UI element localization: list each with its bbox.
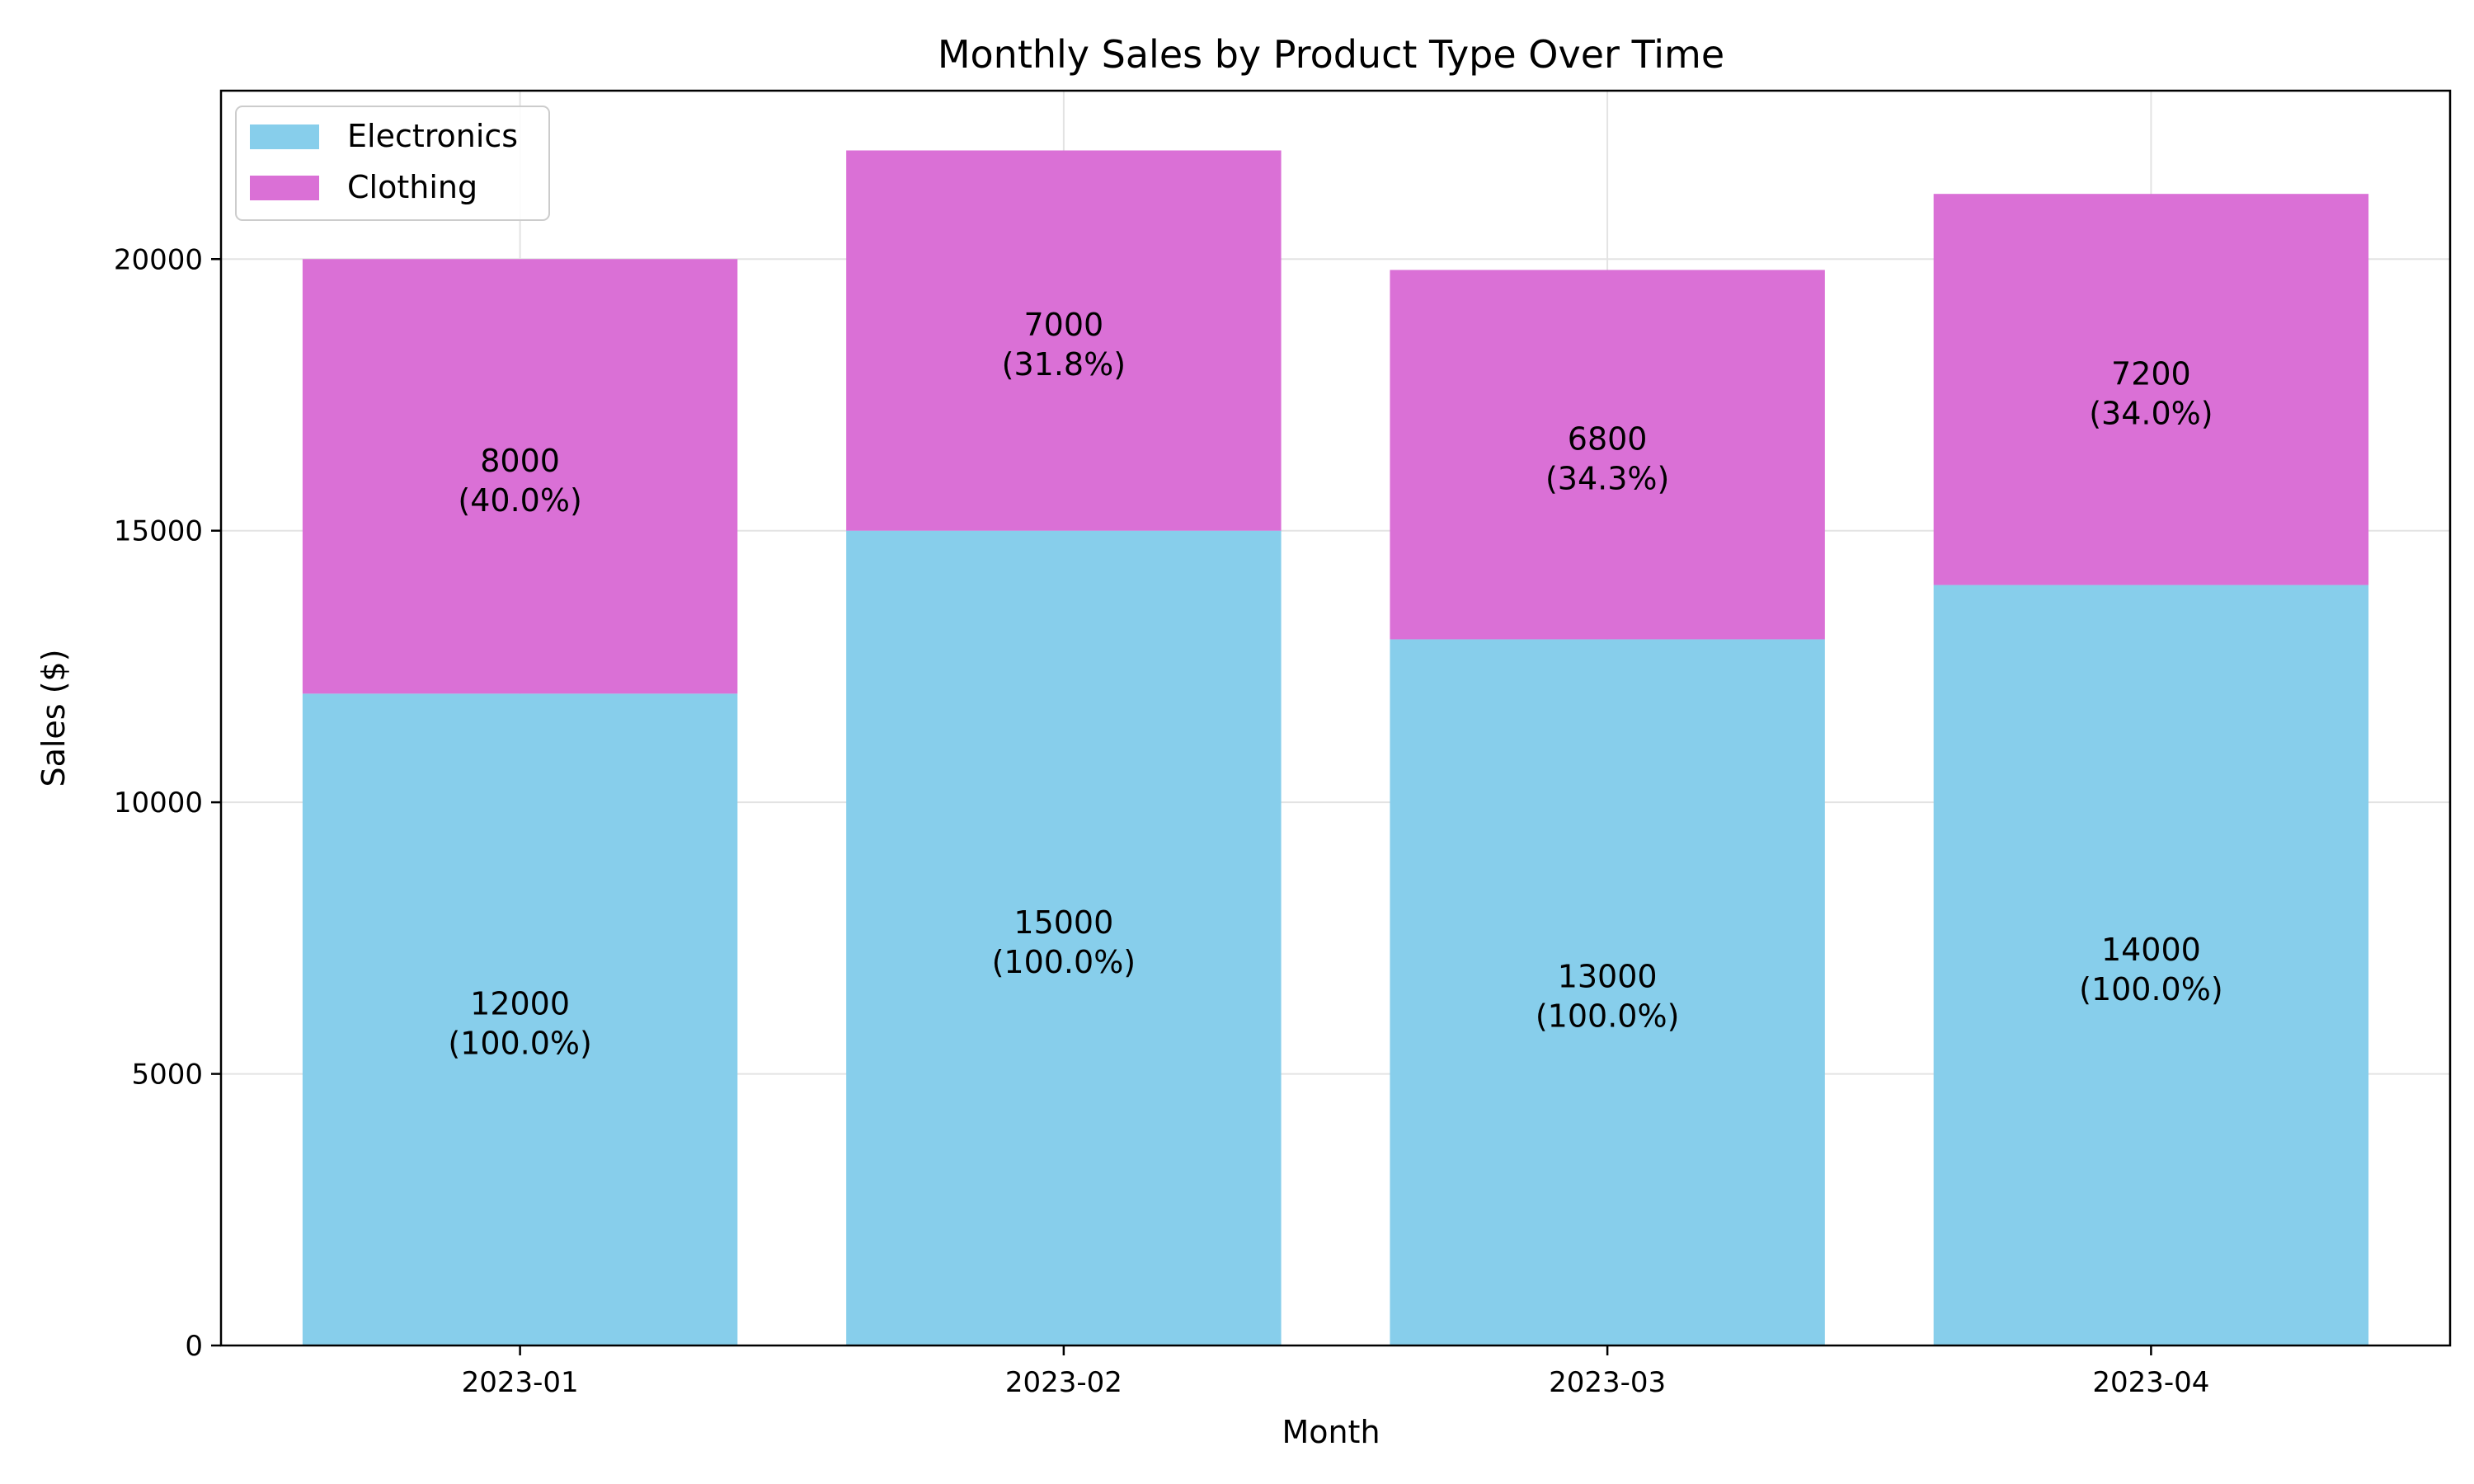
bar-value-label: 8000	[480, 443, 560, 479]
bar-percent-label: (100.0%)	[2079, 971, 2223, 1007]
y-tick-label: 20000	[114, 243, 203, 276]
legend-swatch-clothing	[250, 176, 319, 200]
x-tick-label: 2023-02	[1005, 1366, 1122, 1399]
y-tick-label: 0	[185, 1330, 203, 1363]
bar-percent-label: (34.3%)	[1545, 460, 1669, 496]
x-tick-label: 2023-03	[1549, 1366, 1666, 1399]
x-axis-ticks: 2023-01 2023-02 2023-03 2023-04	[462, 1345, 2209, 1399]
bar-labels: 12000(100.0%)15000(100.0%) 13000(100.0%)1…	[448, 307, 2222, 1062]
chart-title: Monthly Sales by Product Type Over Time	[938, 32, 1724, 77]
x-axis-title: Month	[1282, 1414, 1380, 1450]
bar-percent-label: (100.0%)	[1536, 998, 1680, 1035]
bar-percent-label: (40.0%)	[458, 482, 581, 519]
bar-electronics-2023-01	[302, 693, 738, 1345]
bar-electronics-2023-04	[1933, 585, 2369, 1345]
legend-label-clothing: Clothing	[347, 169, 477, 205]
bar-value-label: 14000	[2101, 932, 2201, 968]
legend: Electronics Clothing	[235, 106, 550, 221]
legend-label-electronics: Electronics	[347, 118, 518, 154]
y-tick-label: 10000	[114, 787, 203, 819]
plot-frame	[219, 89, 2452, 1347]
bar-clothing-2023-02	[846, 150, 1282, 531]
x-tick-label: 2023-04	[2092, 1366, 2209, 1399]
bar-value-label: 12000	[470, 986, 570, 1022]
bar-value-label: 7200	[2111, 355, 2191, 392]
x-tick-label: 2023-01	[462, 1366, 579, 1399]
legend-swatch-electronics	[250, 124, 319, 149]
bar-value-label: 6800	[1568, 420, 1648, 457]
bar-electronics-2023-03	[1390, 639, 1825, 1345]
bar-value-label: 15000	[1014, 904, 1113, 941]
y-axis-title: Sales ($)	[35, 649, 72, 787]
y-tick-label: 15000	[114, 515, 203, 548]
y-axis-ticks: 0 5000 10000 15000 20000	[114, 243, 221, 1363]
y-tick-label: 5000	[131, 1059, 203, 1092]
bar-electronics-2023-02	[846, 530, 1282, 1345]
bar-value-label: 7000	[1024, 307, 1104, 343]
bar-clothing-2023-03	[1390, 270, 1825, 640]
bar-percent-label: (100.0%)	[448, 1026, 592, 1062]
bar-percent-label: (34.0%)	[2089, 395, 2213, 431]
bar-percent-label: (100.0%)	[992, 944, 1136, 980]
bars	[302, 150, 2369, 1345]
bar-value-label: 13000	[1558, 959, 1658, 995]
bar-percent-label: (31.8%)	[1002, 346, 1126, 383]
bar-clothing-2023-01	[302, 259, 738, 694]
bar-clothing-2023-04	[1933, 194, 2369, 585]
